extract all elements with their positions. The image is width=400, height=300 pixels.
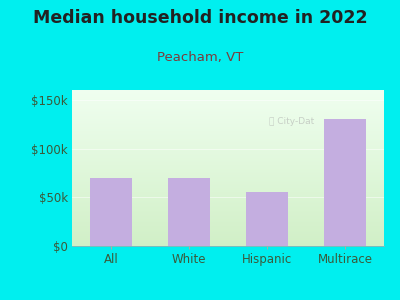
Bar (168, 178, 210, 246)
Text: Peacham, VT: Peacham, VT (157, 51, 243, 64)
Bar (90, 178, 132, 246)
Text: Ⓢ City-Dat: Ⓢ City-Dat (268, 117, 314, 126)
Bar (246, 192, 288, 246)
Text: Median household income in 2022: Median household income in 2022 (33, 9, 367, 27)
Bar (324, 119, 366, 246)
